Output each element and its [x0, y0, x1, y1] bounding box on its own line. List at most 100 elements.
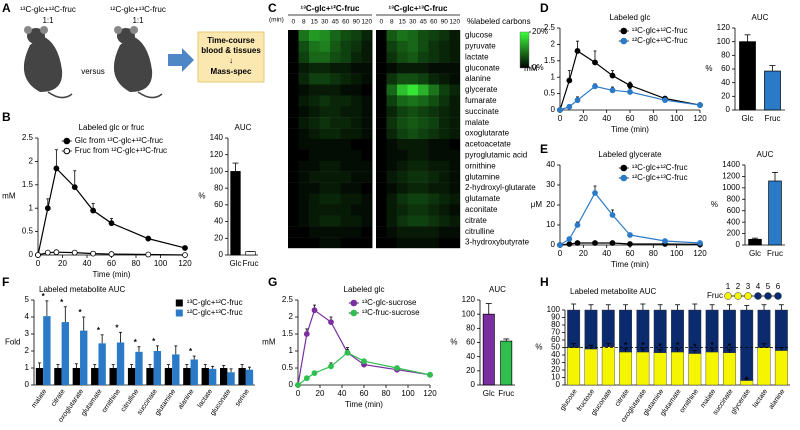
heatmap-cell [340, 139, 352, 151]
heatmap-cell [386, 84, 398, 96]
x-tick-label: 40 [602, 114, 611, 123]
error [240, 364, 244, 368]
heatmap-cell [330, 160, 341, 172]
row-label: acetoacetate [465, 140, 511, 149]
data-point [145, 235, 152, 242]
heatmap-cell [288, 182, 299, 194]
heatmap-cell [298, 106, 310, 118]
heatmap-cell [428, 128, 440, 140]
error [761, 304, 767, 310]
legend-marker [63, 137, 71, 145]
row-label: succinate [465, 107, 499, 116]
y-tick-label: 40 [214, 217, 223, 226]
heatmap-cell [428, 215, 440, 227]
heatmap-cell [449, 139, 461, 151]
x-tick-label: 40 [83, 259, 92, 268]
x-tick-label: 20 [58, 259, 67, 268]
y-tick-label: 2.5 [22, 133, 34, 142]
error [761, 343, 767, 348]
y-tick-label: 0 [551, 240, 556, 249]
y-tick-label: 0 [726, 105, 731, 114]
error [778, 304, 784, 310]
row-label: glutamine [465, 172, 500, 181]
heatmap-cell [298, 160, 310, 172]
heatmap-cell [386, 73, 398, 85]
heatmap-cell [397, 193, 408, 205]
data-point [627, 241, 633, 247]
heatmap-cell [418, 215, 429, 227]
heatmap-cell [376, 204, 387, 216]
x-tick-label: 60 [626, 249, 635, 258]
bar-segment [653, 352, 667, 386]
heatmap-cell [449, 193, 461, 205]
x-tick-label: 40 [338, 389, 347, 398]
heatmap-cell [407, 40, 419, 52]
bar [43, 316, 51, 385]
heatmap-cell [351, 62, 362, 74]
heatmap-cell [319, 30, 331, 42]
row-label: pyroglutamic acid [465, 150, 527, 159]
row-label: oxoglutarate [465, 129, 510, 138]
data-point [44, 205, 51, 212]
error [82, 316, 86, 331]
error [232, 162, 239, 172]
error [503, 338, 510, 342]
heatmap-cell [397, 171, 408, 183]
y-tick-label: 40 [721, 78, 730, 87]
group-label: ¹³C-glc+¹³C-fruc [389, 4, 448, 13]
x-tick-label: 120 [423, 389, 437, 398]
heatmap-cell [407, 128, 419, 140]
y-tick-label: 200 [727, 229, 741, 238]
y-tick-label: 1 [551, 72, 556, 81]
significance-star: * [97, 326, 101, 335]
error [174, 345, 178, 355]
heatmap-cell [319, 84, 331, 96]
heatmap-cell [418, 106, 429, 118]
significance-star: * [152, 337, 156, 346]
y-tick-label: 60 [721, 64, 730, 73]
legend-label: 5 [766, 282, 771, 291]
heatmap-cell [376, 117, 387, 129]
heatmap-cell [376, 51, 387, 63]
heatmap-cell [330, 73, 341, 85]
data-point [627, 232, 633, 238]
data-point [609, 240, 616, 246]
panel-letter: E [540, 142, 548, 156]
colorbar-tick-label: 0% [532, 63, 544, 72]
heatmap-cell [428, 237, 440, 249]
heatmap-cell [298, 237, 310, 249]
y-tick-label: 40 [466, 352, 475, 361]
bar [91, 368, 99, 385]
heatmap-cell [439, 193, 450, 205]
y-tick-label: 120 [210, 150, 224, 159]
column-label: 8 [302, 19, 306, 26]
legend-marker [774, 292, 782, 300]
heatmap-cell [386, 204, 398, 216]
y-tick-label: 0 [736, 240, 741, 249]
legend-marker [724, 292, 732, 300]
legend-label: 2 [736, 282, 741, 291]
row-label: glycerate [465, 85, 498, 94]
data-point [35, 252, 41, 258]
heatmap-cell [351, 106, 362, 118]
panel-letter: H [540, 275, 549, 289]
x-tick-label: malate [699, 388, 717, 409]
chart-title: Labeled glycerate [598, 150, 662, 159]
x-tick-label: 100 [154, 259, 168, 268]
heatmap-cell [428, 106, 440, 118]
heatmap-cell [309, 171, 320, 183]
y-tick-label: 120 [462, 295, 476, 304]
data-point [145, 251, 152, 258]
colorbar [519, 31, 530, 69]
heatmap-cell [439, 171, 450, 183]
error [192, 355, 196, 360]
bar [116, 342, 125, 385]
heatmap-cell [351, 73, 362, 85]
legend-marker [350, 299, 358, 307]
heatmap-cell [319, 171, 331, 183]
legend-label: ¹³C-glc-sucrose [362, 298, 417, 307]
series-line [37, 167, 186, 256]
heatmap-cell [386, 226, 398, 238]
heatmap-cell [361, 30, 373, 42]
